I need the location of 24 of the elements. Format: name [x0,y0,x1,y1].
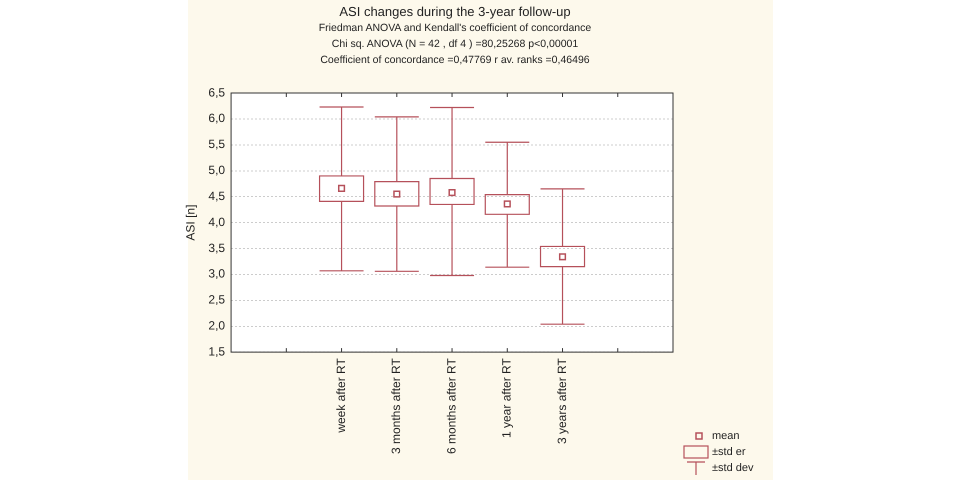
y-tick-label: 2,0 [208,318,226,333]
text: mean [712,430,740,442]
y-tick-label: 3,5 [208,240,226,255]
y-tick-label: 5,0 [208,163,226,178]
y-tick-label: 5,5 [208,137,226,152]
text: ±std er [712,446,746,458]
y-tick-label: 6,5 [208,85,226,100]
chart-subtitle: Friedman ANOVA and Kendall's coefficient of concordance [318,21,592,36]
x-tick-label: 1 year after RT [500,358,514,438]
y-tick-label: 6,0 [208,111,226,126]
y-tick-label: 2,5 [208,292,226,307]
y-tick-label: 3,0 [208,266,226,281]
chart-title: ASI changes during the 3-year follow-up [338,4,572,20]
x-tick-label: 6 months after RT [444,358,458,454]
y-axis-title: ASI [n] [184,204,198,241]
x-tick-label: 3 months after RT [389,358,404,454]
y-tick-label: 4,5 [208,188,226,203]
text: Coefficient of concordance =0,47769 r av. ranks =0,46496 [319,53,591,68]
x-tick-label: 3 years after RT [554,358,569,444]
y-tick-label: 1,5 [208,344,226,358]
x-tick-label: week after RT [334,358,348,434]
text: ±std dev [712,462,754,474]
y-tick-label: 4,0 [208,214,226,229]
text: Chi sq. ANOVA (N = 42 , df 4 ) =80,25268 p<0,00001 [330,37,580,52]
